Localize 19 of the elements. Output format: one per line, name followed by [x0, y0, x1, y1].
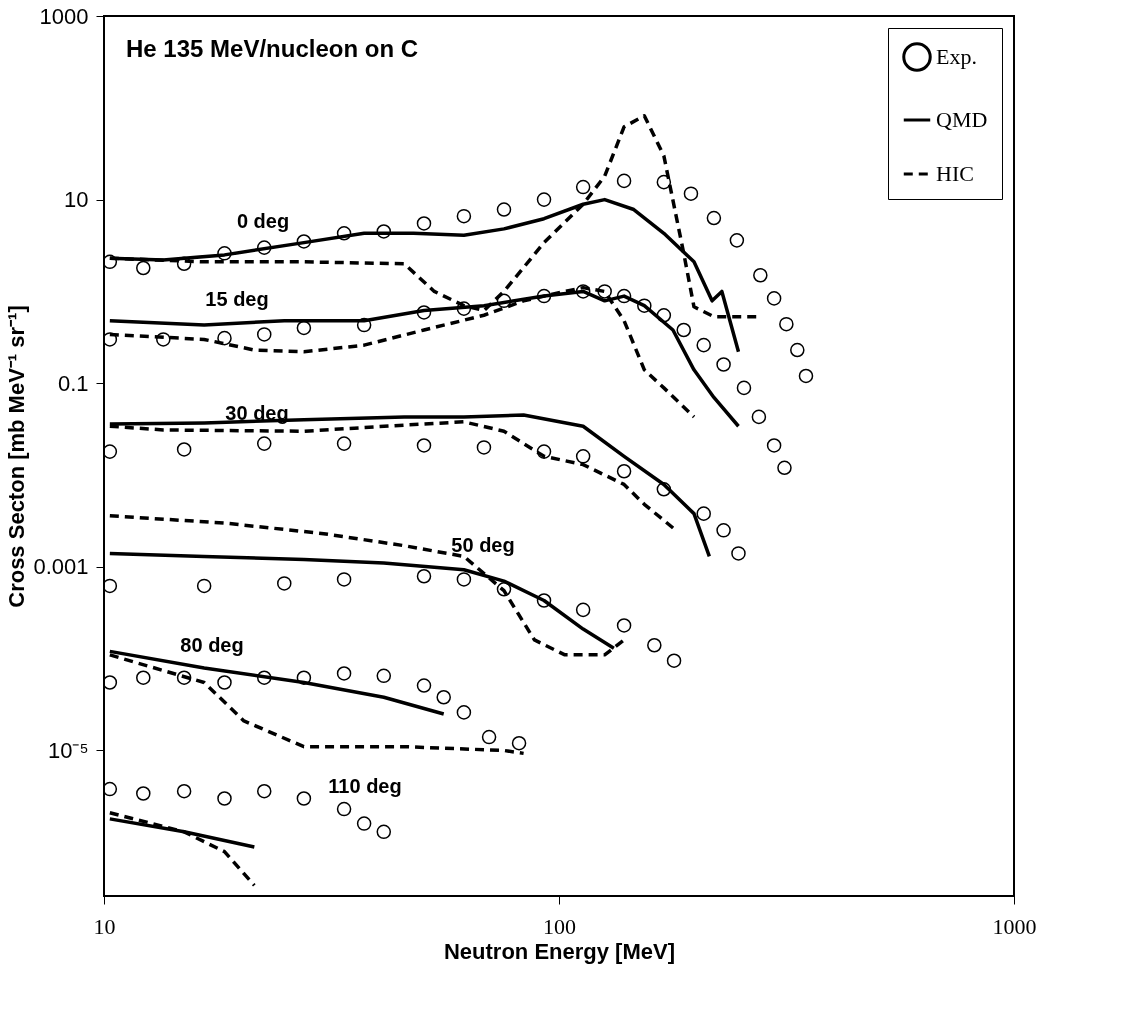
x-axis-title: Neutron Energy [MeV]: [443, 938, 676, 964]
legend-label: Exp.: [936, 44, 977, 69]
annotation: 0 deg: [236, 210, 290, 232]
annotation: 110 deg: [328, 775, 402, 797]
text: He 135 MeV/nucleon on C: [126, 35, 419, 62]
y-tick-label: 0.001: [33, 554, 89, 580]
y-tick-label: 10⁻⁵: [47, 737, 89, 763]
legend-label: QMD: [936, 107, 988, 132]
x-tick-label: 100: [543, 913, 576, 939]
x-tick-label: 1000: [992, 913, 1037, 939]
y-axis-title: Cross Secton [mb MeV⁻¹ sr⁻¹]: [4, 305, 30, 608]
annotation: 15 deg: [205, 288, 269, 310]
y-tick-label: 1000: [39, 3, 89, 29]
y-tick-label: 10: [64, 187, 89, 213]
x-tick-label: 10: [93, 913, 116, 939]
y-tick-label: 0.1: [57, 370, 89, 396]
legend-label: HIC: [936, 161, 974, 186]
annotation: 80 deg: [180, 634, 244, 656]
annotation: 50 deg: [451, 534, 515, 556]
